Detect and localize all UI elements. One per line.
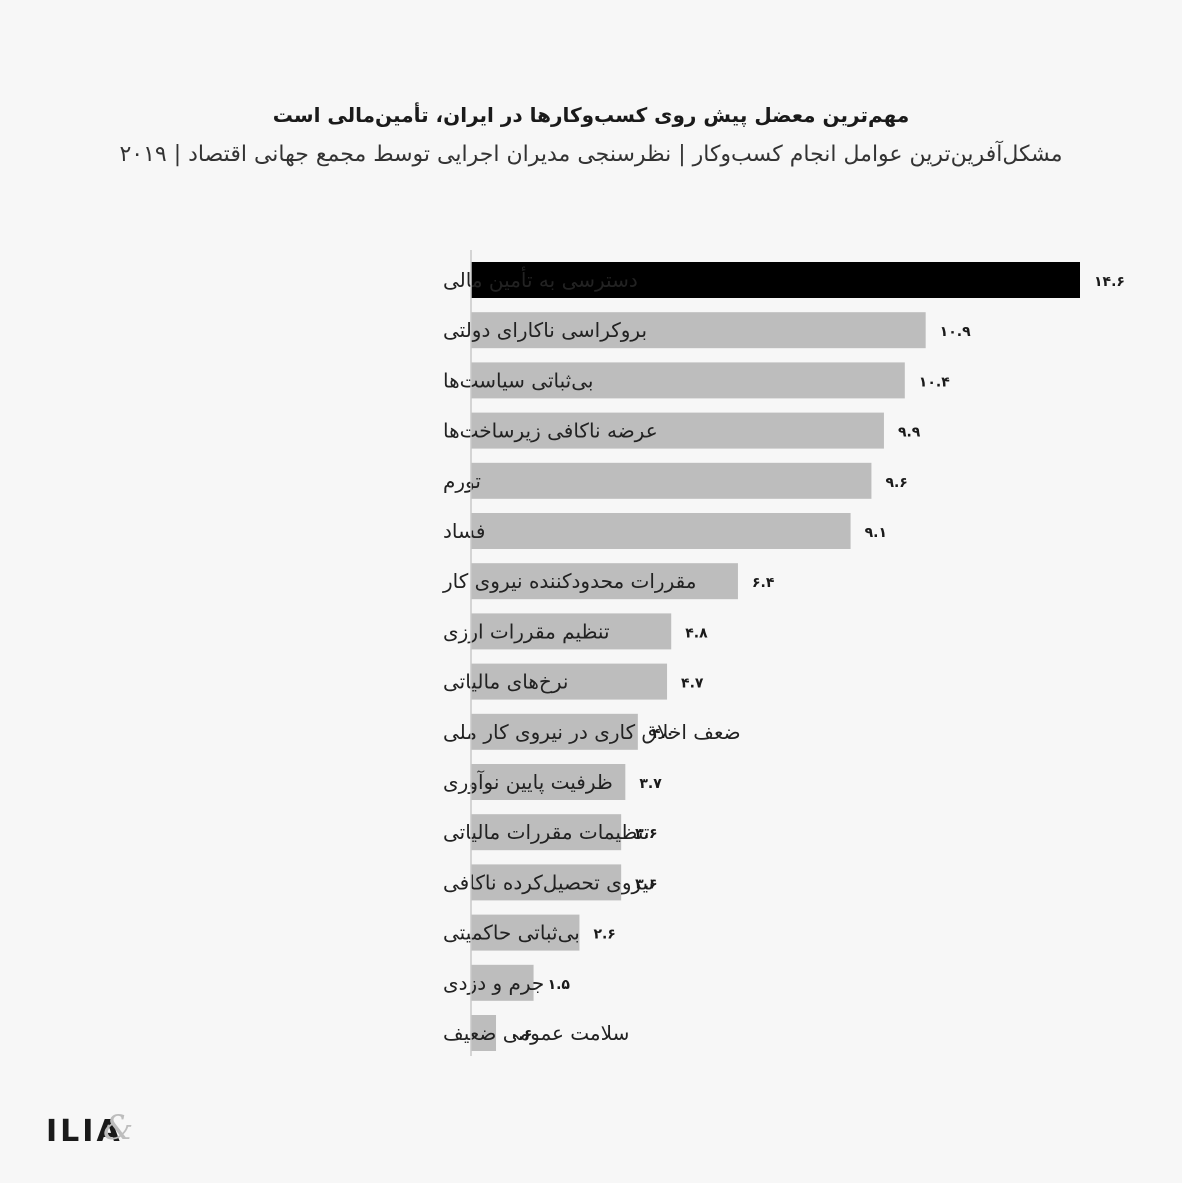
data-label: ۲.۶ bbox=[593, 927, 615, 943]
bar bbox=[471, 713, 638, 750]
category-label: عرضه ناکافی زیرساخت‌ها bbox=[443, 419, 658, 443]
chart-subtitle: مشکل‌آفرین‌ترین عوامل انجام کسب‌وکار | ن… bbox=[119, 142, 1063, 167]
bar bbox=[471, 964, 534, 1001]
data-label: ۹.۶ bbox=[885, 475, 907, 491]
bar bbox=[471, 663, 668, 700]
category-label: بروکراسی ناکارای دولتی bbox=[443, 318, 647, 342]
bar bbox=[471, 513, 851, 549]
category-label: نیروی تحصیل‌کرده ناکافی bbox=[443, 870, 654, 894]
data-label: ۹.۱ bbox=[865, 525, 887, 541]
bar bbox=[471, 864, 622, 901]
bar bbox=[471, 1015, 497, 1051]
data-label: ۹.۹ bbox=[898, 425, 921, 441]
ilia-logo-mark: & bbox=[103, 1108, 134, 1148]
category-label: تنظیم مقررات ارزی bbox=[443, 619, 610, 643]
category-label: ظرفیت پایین نوآوری bbox=[443, 769, 613, 795]
data-label: ۴.۰ bbox=[652, 726, 674, 742]
data-label: ۶.۴ bbox=[752, 575, 775, 591]
data-label: ۱۰.۴ bbox=[919, 374, 950, 390]
category-label: تورم bbox=[443, 469, 481, 493]
bar bbox=[471, 262, 1080, 298]
data-label: ۳.۶ bbox=[635, 876, 657, 892]
data-label: ۱۰.۹ bbox=[940, 324, 971, 340]
data-label: ۴.۷ bbox=[681, 676, 704, 692]
data-label: ۱۴.۶ bbox=[1094, 274, 1125, 290]
category-label: ضعف اخلاق کاری در نیروی کار ملی bbox=[443, 720, 741, 744]
bar bbox=[471, 764, 626, 800]
data-label: ۳.۶ bbox=[635, 826, 657, 842]
data-label: ۰.۶ bbox=[510, 1027, 532, 1043]
bar bbox=[471, 613, 672, 650]
bar bbox=[471, 563, 738, 600]
data-label: ۳.۷ bbox=[639, 776, 662, 792]
chart-title: مهم‌ترین معضل پیش روی کسب‌وکارها در ایرا… bbox=[272, 103, 910, 127]
bar bbox=[471, 814, 622, 851]
category-label: تنظیمات مقررات مالیاتی bbox=[443, 820, 649, 844]
data-label: ۴.۸ bbox=[685, 625, 708, 641]
bar bbox=[471, 362, 905, 399]
ilia-logo: ILIA bbox=[46, 1114, 123, 1149]
bar bbox=[471, 312, 926, 349]
category-label: نرخ‌های مالیاتی bbox=[443, 670, 568, 694]
category-label: فساد bbox=[443, 519, 485, 543]
category-label: بی‌ثباتی سیاست‌ها bbox=[443, 368, 593, 392]
bar bbox=[471, 462, 872, 499]
bar bbox=[471, 412, 884, 449]
category-label: جرم و دزدی bbox=[443, 971, 544, 995]
bar bbox=[471, 914, 580, 951]
category-label: بی‌ثباتی حاکمیتی bbox=[443, 921, 580, 945]
data-label: ۱.۵ bbox=[548, 977, 571, 993]
category-label: مقررات محدودکننده نیروی کار bbox=[442, 569, 696, 593]
category-label: سلامت عمومی ضعیف bbox=[443, 1021, 629, 1045]
category-label: دسترسی به تأمین مالی bbox=[443, 266, 638, 292]
